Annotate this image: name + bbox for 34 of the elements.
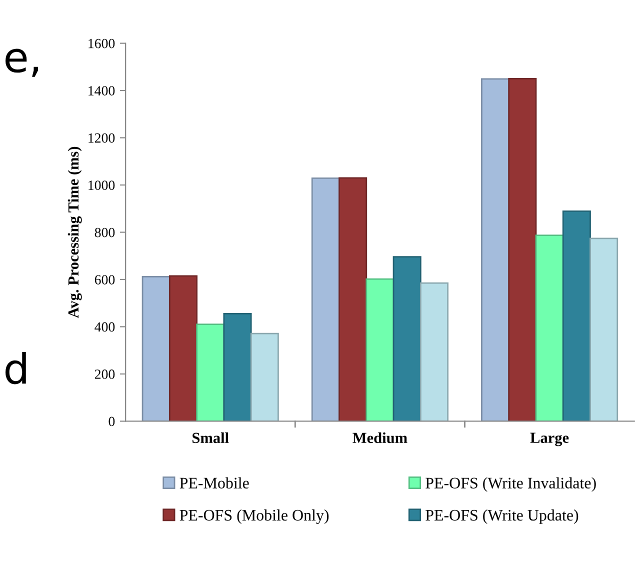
x-tick-label: Medium — [352, 432, 408, 444]
legend-label: PE-OFS (Write Update) — [426, 509, 578, 524]
text: d — [6, 352, 26, 384]
y-tick-label: 1000 — [88, 180, 115, 190]
bar — [590, 238, 618, 422]
y-tick-label: 1200 — [88, 133, 115, 143]
bar — [535, 234, 564, 422]
bar — [481, 78, 510, 422]
legend-label: PE-Mobile — [180, 477, 249, 488]
bar — [338, 177, 368, 422]
bar — [392, 256, 422, 422]
bar — [311, 177, 340, 422]
bar — [250, 332, 279, 422]
y-tick-label: 0 — [108, 416, 115, 426]
bar — [168, 275, 198, 422]
y-tick-label: 1600 — [88, 38, 115, 48]
bar — [420, 282, 448, 422]
bar — [142, 276, 170, 422]
legend-label: PE-OFS (Mobile Only) — [180, 509, 329, 524]
text: e, — [6, 48, 38, 77]
y-tick-label: 600 — [94, 275, 115, 284]
y-tick-label: 200 — [94, 370, 115, 379]
x-tick-label: Large — [530, 432, 569, 446]
y-tick-label: 800 — [94, 228, 115, 238]
bar — [223, 313, 252, 422]
y-tick-label: 400 — [94, 322, 115, 332]
y-axis-title: Avg. Processing Time (ms) — [68, 146, 82, 318]
bar — [196, 324, 225, 422]
bar — [508, 78, 537, 422]
y-tick-label: 1400 — [88, 86, 115, 96]
legend-label: PE-OFS (Write Invalidate) — [426, 477, 596, 492]
bar — [562, 210, 591, 422]
bar — [366, 278, 394, 422]
x-tick-label: Small — [192, 432, 229, 444]
